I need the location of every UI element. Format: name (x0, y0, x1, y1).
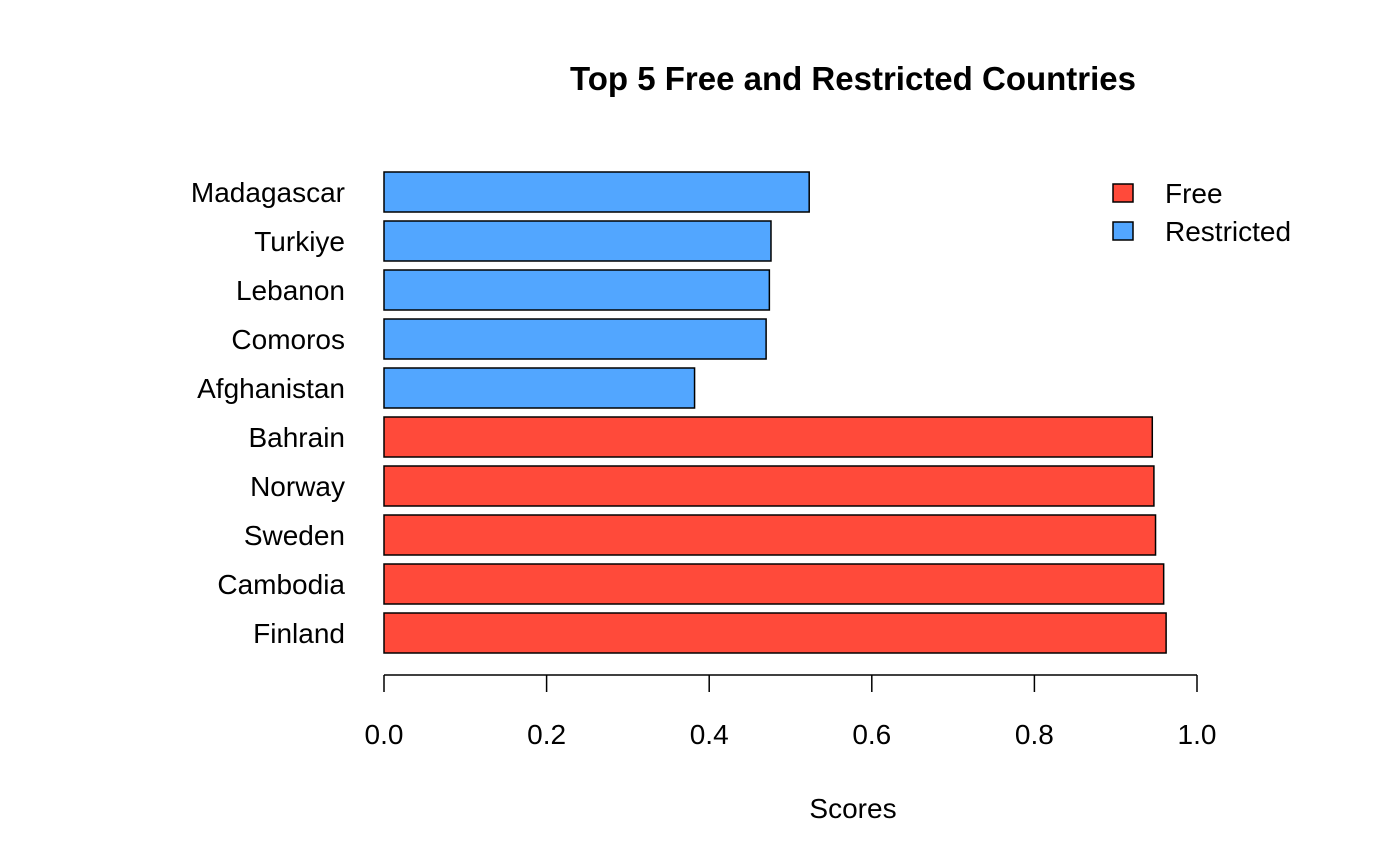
category-label-norway: Norway (250, 471, 345, 502)
x-tick-label: 0.4 (690, 719, 729, 750)
legend: Free Restricted (1112, 178, 1291, 247)
bar-finland (383, 612, 1167, 654)
legend-label-restricted: Restricted (1165, 216, 1291, 247)
bar-comoros (383, 318, 767, 360)
legend-swatch-restricted (1112, 221, 1134, 241)
category-label-afghanistan: Afghanistan (197, 373, 345, 404)
x-tick-label: 1.0 (1178, 719, 1217, 750)
x-tick-label: 0.0 (365, 719, 404, 750)
category-label-madagascar: Madagascar (191, 177, 345, 208)
x-tick-label: 0.8 (1015, 719, 1054, 750)
bar-bahrain (383, 416, 1154, 458)
category-label-sweden: Sweden (244, 520, 345, 551)
category-label-turkiye: Turkiye (254, 226, 345, 257)
legend-swatch-free (1112, 183, 1134, 203)
category-label-cambodia: Cambodia (217, 569, 345, 600)
category-labels: Finland Cambodia Sweden Norway Bahrain Afghan… (191, 177, 346, 649)
legend-label-free: Free (1165, 178, 1223, 209)
bar-afghanistan (383, 367, 696, 409)
bar-turkiye (383, 220, 772, 262)
x-tick-label: 0.6 (852, 719, 891, 750)
bar-lebanon (383, 269, 771, 311)
bars-group (383, 171, 1167, 654)
x-tick-label: 0.2 (527, 719, 566, 750)
category-label-bahrain: Bahrain (248, 422, 345, 453)
x-axis: 0.0 0.2 0.4 0.6 0.8 1.0 (365, 674, 1217, 750)
bar-cambodia (383, 563, 1165, 605)
bar-madagascar (383, 171, 810, 213)
bar-norway (383, 465, 1155, 507)
category-label-finland: Finland (253, 618, 345, 649)
x-axis-title: Scores (809, 793, 896, 824)
chart-title: Top 5 Free and Restricted Countries (570, 60, 1136, 97)
category-label-comoros: Comoros (231, 324, 345, 355)
bar-sweden (383, 514, 1157, 556)
category-label-lebanon: Lebanon (236, 275, 345, 306)
